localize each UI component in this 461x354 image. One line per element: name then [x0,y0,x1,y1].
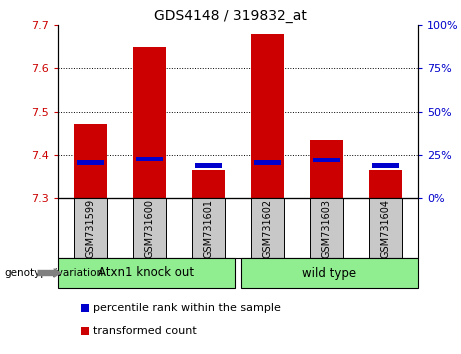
Bar [133,198,165,258]
Bar [310,139,343,198]
Bar [369,198,402,258]
Text: percentile rank within the sample: percentile rank within the sample [94,303,281,313]
Text: genotype/variation: genotype/variation [5,268,104,278]
Text: GSM731599: GSM731599 [85,199,95,258]
Bar [133,47,165,198]
Text: GSM731604: GSM731604 [380,199,390,257]
Bar [136,157,163,161]
Bar [192,170,225,198]
Text: GSM731601: GSM731601 [203,199,213,257]
Bar [74,124,106,198]
Bar [313,158,340,162]
Text: transformed count: transformed count [94,326,197,336]
Text: GSM731602: GSM731602 [262,199,272,258]
Text: GDS4148 / 319832_at: GDS4148 / 319832_at [154,9,307,23]
Bar [251,198,284,258]
Bar [241,258,418,288]
Text: GSM731603: GSM731603 [321,199,331,257]
Bar [58,258,235,288]
Text: wild type: wild type [302,267,356,280]
Bar [254,160,281,165]
Text: GSM731600: GSM731600 [144,199,154,257]
Bar [369,170,402,198]
Bar [192,198,225,258]
Bar [251,34,284,198]
Text: Atxn1 knock out: Atxn1 knock out [99,267,195,280]
Bar [195,164,222,168]
Bar [310,198,343,258]
Bar [77,160,104,165]
Bar [74,198,106,258]
Bar [372,164,399,168]
